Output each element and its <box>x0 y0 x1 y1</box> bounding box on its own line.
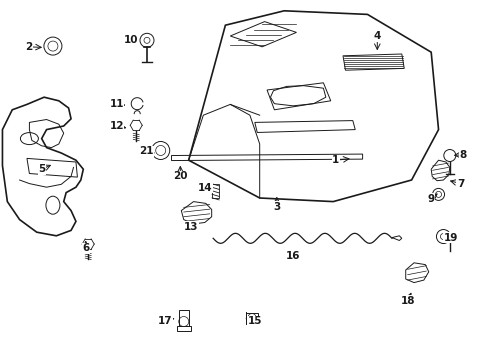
Text: 7: 7 <box>457 179 465 189</box>
Text: 5: 5 <box>38 164 45 174</box>
Text: 13: 13 <box>184 222 198 232</box>
Text: 16: 16 <box>286 251 300 261</box>
Text: 8: 8 <box>460 150 466 160</box>
Text: 10: 10 <box>124 35 139 45</box>
Text: 11: 11 <box>109 99 124 109</box>
Bar <box>212 184 219 198</box>
Bar <box>179 310 189 325</box>
Text: 18: 18 <box>400 296 415 306</box>
Text: 2: 2 <box>25 42 32 52</box>
Text: 9: 9 <box>428 194 435 204</box>
Text: 12: 12 <box>109 121 124 131</box>
Text: 3: 3 <box>273 202 280 212</box>
Bar <box>177 325 191 330</box>
Bar <box>246 312 258 323</box>
Text: 4: 4 <box>373 31 381 41</box>
Text: 20: 20 <box>173 171 188 181</box>
Text: 21: 21 <box>139 146 153 156</box>
Text: 1: 1 <box>332 155 339 165</box>
Text: 19: 19 <box>443 233 458 243</box>
Text: 6: 6 <box>82 243 89 253</box>
Text: 14: 14 <box>197 183 212 193</box>
Text: 15: 15 <box>247 316 262 326</box>
Text: 17: 17 <box>158 316 173 326</box>
